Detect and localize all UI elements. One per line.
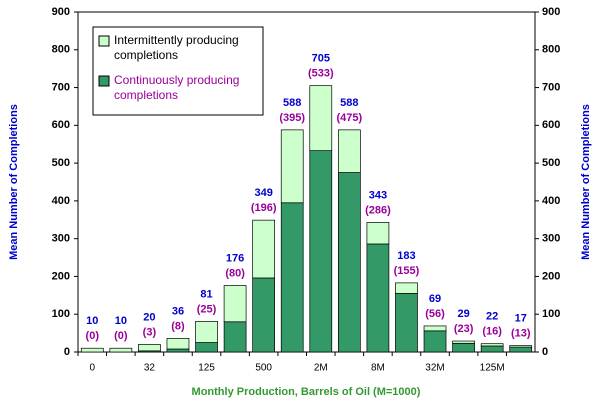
value-label: (3) <box>143 326 157 338</box>
total-label: 588 <box>283 97 301 109</box>
bar-segment <box>452 342 475 353</box>
x-tick-label: 125 <box>198 363 215 374</box>
bar-segment <box>395 282 418 294</box>
y-tick-label: 800 <box>52 44 70 56</box>
bar-segment <box>223 321 247 353</box>
bar-segment <box>309 85 333 151</box>
total-label: 22 <box>486 311 498 323</box>
legend-box <box>92 26 264 116</box>
bar-segment <box>480 345 504 353</box>
bar-segment <box>423 330 447 353</box>
y2-tick-label: 600 <box>542 119 560 131</box>
total-label: 10 <box>86 315 98 327</box>
bar-segment <box>366 243 390 353</box>
x-tick-label: 2M <box>314 363 328 374</box>
value-label: (0) <box>114 330 128 342</box>
y-tick-label: 300 <box>52 233 70 245</box>
y2-tick-label: 700 <box>542 81 560 93</box>
y2-tick-label: 200 <box>542 270 560 282</box>
total-label: 36 <box>172 305 184 317</box>
value-label: (13) <box>511 327 531 339</box>
bar-segment <box>280 202 304 353</box>
y-tick-label: 500 <box>52 157 70 169</box>
value-label: (475) <box>337 112 363 124</box>
y2-tick-label: 400 <box>542 195 560 207</box>
x-tick-label: 8M <box>371 363 385 374</box>
x-tick-label: 32M <box>425 363 444 374</box>
bar-segment <box>80 347 104 353</box>
x-tick-label: 32 <box>144 363 156 374</box>
y2-tick-label: 0 <box>542 346 548 358</box>
y-tick-label: 600 <box>52 119 70 131</box>
y2-tick-label: 800 <box>542 44 560 56</box>
value-label: (56) <box>425 308 445 320</box>
bar-segment <box>395 293 418 353</box>
bar-segment <box>337 172 361 353</box>
total-label: 17 <box>515 312 527 324</box>
bar-segment <box>366 222 390 245</box>
y2-tick-label: 900 <box>542 6 560 18</box>
value-label: (395) <box>279 112 305 124</box>
bar-segment <box>509 346 533 353</box>
y-tick-label: 400 <box>52 195 70 207</box>
x-tick-label: 125M <box>480 363 505 374</box>
bar-segment <box>509 345 533 348</box>
y-axis-label: Mean Number of Completions <box>8 104 20 260</box>
y-tick-label: 200 <box>52 270 70 282</box>
bar-segment <box>252 277 276 353</box>
y-tick-label: 0 <box>64 346 70 358</box>
bar-segment <box>138 344 161 352</box>
y-tick-label: 700 <box>52 81 70 93</box>
total-label: 705 <box>312 53 330 65</box>
value-label: (8) <box>171 320 185 332</box>
bar-segment <box>452 340 475 344</box>
bar-segment <box>309 150 333 353</box>
total-label: 176 <box>226 252 244 264</box>
value-label: (23) <box>454 323 474 335</box>
x-axis-label: Monthly Production, Barrels of Oil (M=10… <box>192 386 421 398</box>
x-tick-label: 0 <box>90 363 96 374</box>
total-label: 10 <box>115 315 127 327</box>
value-label: (286) <box>365 204 391 216</box>
total-label: 343 <box>369 189 387 201</box>
total-label: 588 <box>340 97 358 109</box>
bar-segment <box>195 342 218 353</box>
value-label: (155) <box>394 265 420 277</box>
bar-segment <box>280 129 304 204</box>
x-tick-label: 500 <box>255 363 272 374</box>
total-label: 349 <box>254 187 272 199</box>
legend-label: Continuously producing completions <box>114 73 239 102</box>
value-label: (80) <box>225 267 245 279</box>
total-label: 81 <box>200 288 212 300</box>
bar-segment <box>223 285 247 323</box>
bar-segment <box>109 347 133 353</box>
y2-tick-label: 100 <box>542 308 560 320</box>
bar-segment <box>195 321 218 343</box>
total-label: 29 <box>457 308 469 320</box>
bar-segment <box>252 219 276 279</box>
y2-tick-label: 500 <box>542 157 560 169</box>
value-label: (196) <box>251 202 277 214</box>
bar-segment <box>166 348 190 353</box>
y2-axis-label: Mean Number of Completions <box>580 104 592 260</box>
value-label: (533) <box>308 68 334 80</box>
value-label: (25) <box>197 303 217 315</box>
legend-swatch <box>98 75 110 87</box>
total-label: 20 <box>143 311 155 323</box>
bar-segment <box>337 129 361 173</box>
bar-segment <box>480 343 504 347</box>
y2-tick-label: 300 <box>542 233 560 245</box>
bar-segment <box>166 338 190 350</box>
y-tick-label: 900 <box>52 6 70 18</box>
total-label: 69 <box>429 293 441 305</box>
legend-swatch <box>98 35 110 47</box>
total-label: 183 <box>397 250 415 262</box>
y-tick-label: 100 <box>52 308 70 320</box>
value-label: (0) <box>86 330 100 342</box>
bar-segment <box>423 325 447 332</box>
legend-label: Intermittently producing completions <box>114 33 239 62</box>
value-label: (16) <box>482 326 502 338</box>
